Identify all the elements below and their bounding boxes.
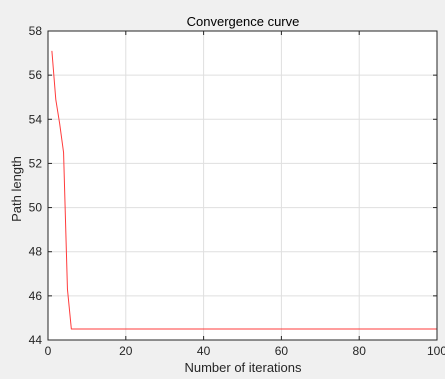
y-tick-label: 44 <box>29 333 43 347</box>
x-tick-label: 20 <box>119 344 133 358</box>
series-line-1 <box>51 50 437 330</box>
y-tick-label: 46 <box>29 289 43 303</box>
plot-frame <box>47 30 438 341</box>
x-tick-label: 80 <box>353 344 367 358</box>
grid-lines <box>48 31 437 340</box>
x-tick-label: 60 <box>275 344 289 358</box>
x-tick-label: 0 <box>45 344 52 358</box>
y-tick-label: 48 <box>29 245 43 259</box>
y-tick-label: 54 <box>29 112 43 126</box>
y-tick-label: 58 <box>29 24 43 38</box>
y-tick-label: 50 <box>29 201 43 215</box>
chart-title: Convergence curve <box>187 14 300 29</box>
y-tick-label: 52 <box>29 156 43 170</box>
series-layer <box>51 50 437 330</box>
y-tick-label: 56 <box>29 68 43 82</box>
plot-area <box>48 31 437 340</box>
x-tick-labels: 0 20 40 60 80 100 <box>45 344 445 358</box>
tick-marks <box>47 30 438 341</box>
x-tick-label: 100 <box>427 344 445 358</box>
y-tick-labels: 44 46 48 50 52 54 56 58 <box>29 24 43 347</box>
x-axis-label: Number of iterations <box>184 360 302 375</box>
x-tick-label: 40 <box>197 344 211 358</box>
y-axis-label: Path length <box>9 156 24 222</box>
